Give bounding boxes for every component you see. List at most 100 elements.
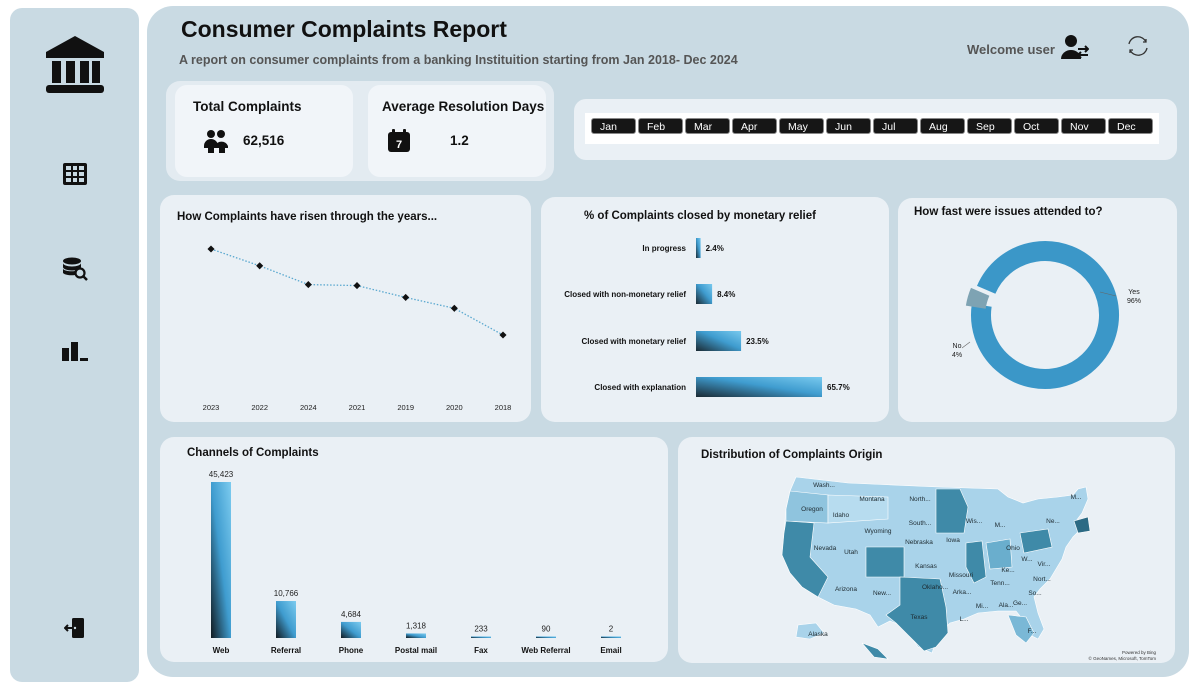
map-state-label: Oklaho... [922,584,948,591]
channel-value-label: 233 [474,625,488,634]
resolution-days-value: 1.2 [450,133,469,148]
database-search-icon[interactable] [10,257,139,281]
sidebar [10,8,139,682]
channel-category-label: Phone [339,646,364,655]
user-switch-icon[interactable] [1061,34,1090,65]
map-state-label: Vir... [1038,561,1051,568]
map-state-label: M... [1071,494,1082,501]
page-subtitle: A report on consumer complaints from a b… [179,53,738,67]
map-state-label: Idaho [833,512,850,519]
map-state-label: Texas [911,614,929,621]
yearly-trend-title: How Complaints have risen through the ye… [177,211,438,223]
x-tick-label: 2023 [203,403,220,412]
month-jun[interactable]: Jun [826,118,871,134]
map-state-label: Utah [844,549,858,556]
map-state-label: Nevada [814,545,837,552]
relief-bar [696,331,742,351]
relief-bar [696,377,822,397]
map-state-label: Missouri [949,572,973,579]
map-state-label: North... [909,496,931,503]
map-state-label: Arizona [835,586,857,593]
trend-point [304,281,312,289]
resolution-days-card: Average Resolution Days 7 1.2 [368,85,546,177]
map-state-label: Ohio [1006,545,1020,552]
table-icon[interactable] [10,163,139,185]
channel-value-label: 2 [609,625,614,634]
month-sep[interactable]: Sep [967,118,1012,134]
people-icon [203,129,229,158]
month-mar[interactable]: Mar [685,118,730,134]
map-state-label: L... [959,616,968,623]
month-may[interactable]: May [779,118,824,134]
map-state-label: New... [873,590,891,597]
map-state-label: Ke... [1001,567,1015,574]
calendar-number: 7 [396,139,402,151]
channel-category-label: Fax [474,646,488,655]
bar-chart-icon[interactable] [10,338,139,362]
channel-category-label: Postal mail [395,646,437,655]
relief-value-label: 23.5% [746,337,769,346]
map-state-label: Wash... [813,482,835,489]
map-state-label: Iowa [946,537,960,544]
month-row: Jan Feb Mar Apr May Jun Jul Aug Sep Oct Nov Dec [591,118,1153,134]
leader-line-no [961,341,971,349]
channel-bar [341,621,361,638]
channels-chart: 45,423 Web 10,766 Referral 4,684 Phone 1,318 Po… [209,470,622,655]
map-regions [781,476,1091,660]
relief-category-label: Closed with monetary relief [582,337,687,346]
month-dec[interactable]: Dec [1108,118,1153,134]
month-nov[interactable]: Nov [1061,118,1106,134]
channel-category-label: Web Referral [521,646,570,655]
channel-value-label: 4,684 [341,610,362,619]
channel-bar [406,633,426,638]
month-jul[interactable]: Jul [873,118,918,134]
attendance-chart: Yes 96% No 4% [952,241,1141,389]
total-complaints-value: 62,516 [243,133,285,148]
x-tick-label: 2018 [495,403,512,412]
trend-point [450,304,458,312]
map-state-label: F... [1028,628,1037,635]
logout-icon[interactable] [10,617,139,639]
yearly-trend-chart: 2023 2022 2024 2021 2019 2020 2018 [203,245,512,412]
relief-bar [696,284,713,304]
map-state-label: Ala... [999,602,1014,609]
donut-label: 4% [952,352,962,359]
kpi-group: Total Complaints 62,516 Average Resoluti… [166,81,554,181]
bank-icon[interactable] [10,34,139,96]
channel-bar [536,636,556,638]
yearly-trend-card [160,195,531,422]
map-title: Distribution of Complaints Origin [701,449,883,461]
monetary-relief-chart: In progress 2.4% Closed with non-monetary … [564,238,850,397]
x-tick-label: 2024 [300,403,317,412]
map-state-label: Alaska [808,631,828,638]
channel-category-label: Web [213,646,230,655]
leader-line-yes [1099,291,1117,297]
map-state-label: Mi... [976,603,988,610]
trend-point [207,245,215,253]
map-state-label: Ne... [1046,518,1060,525]
map-powered-by: Powered by Bing [1122,650,1157,655]
channels-card [160,437,668,662]
map-state-label: South... [909,520,932,527]
donut-slice-no [965,287,990,310]
channels-title: Channels of Complaints [187,447,319,459]
map-state-label: Montana [859,496,885,503]
channel-value-label: 1,318 [406,621,427,630]
month-oct[interactable]: Oct [1014,118,1059,134]
trend-line [210,248,504,336]
us-map[interactable]: Wash... Montana North... Oregon Idaho South..… [678,437,1175,663]
map-state-label: M... [995,522,1006,529]
channel-category-label: Referral [271,646,301,655]
month-aug[interactable]: Aug [920,118,965,134]
refresh-icon[interactable] [1125,34,1151,63]
map-state-label: Oregon [801,506,823,513]
relief-value-label: 8.4% [717,290,735,299]
month-feb[interactable]: Feb [638,118,683,134]
x-tick-label: 2022 [251,403,268,412]
x-tick-label: 2021 [349,403,366,412]
x-tick-label: 2019 [397,403,414,412]
month-jan[interactable]: Jan [591,118,636,134]
x-tick-label: 2020 [446,403,463,412]
month-apr[interactable]: Apr [732,118,777,134]
calendar-icon: 7 [387,129,411,158]
